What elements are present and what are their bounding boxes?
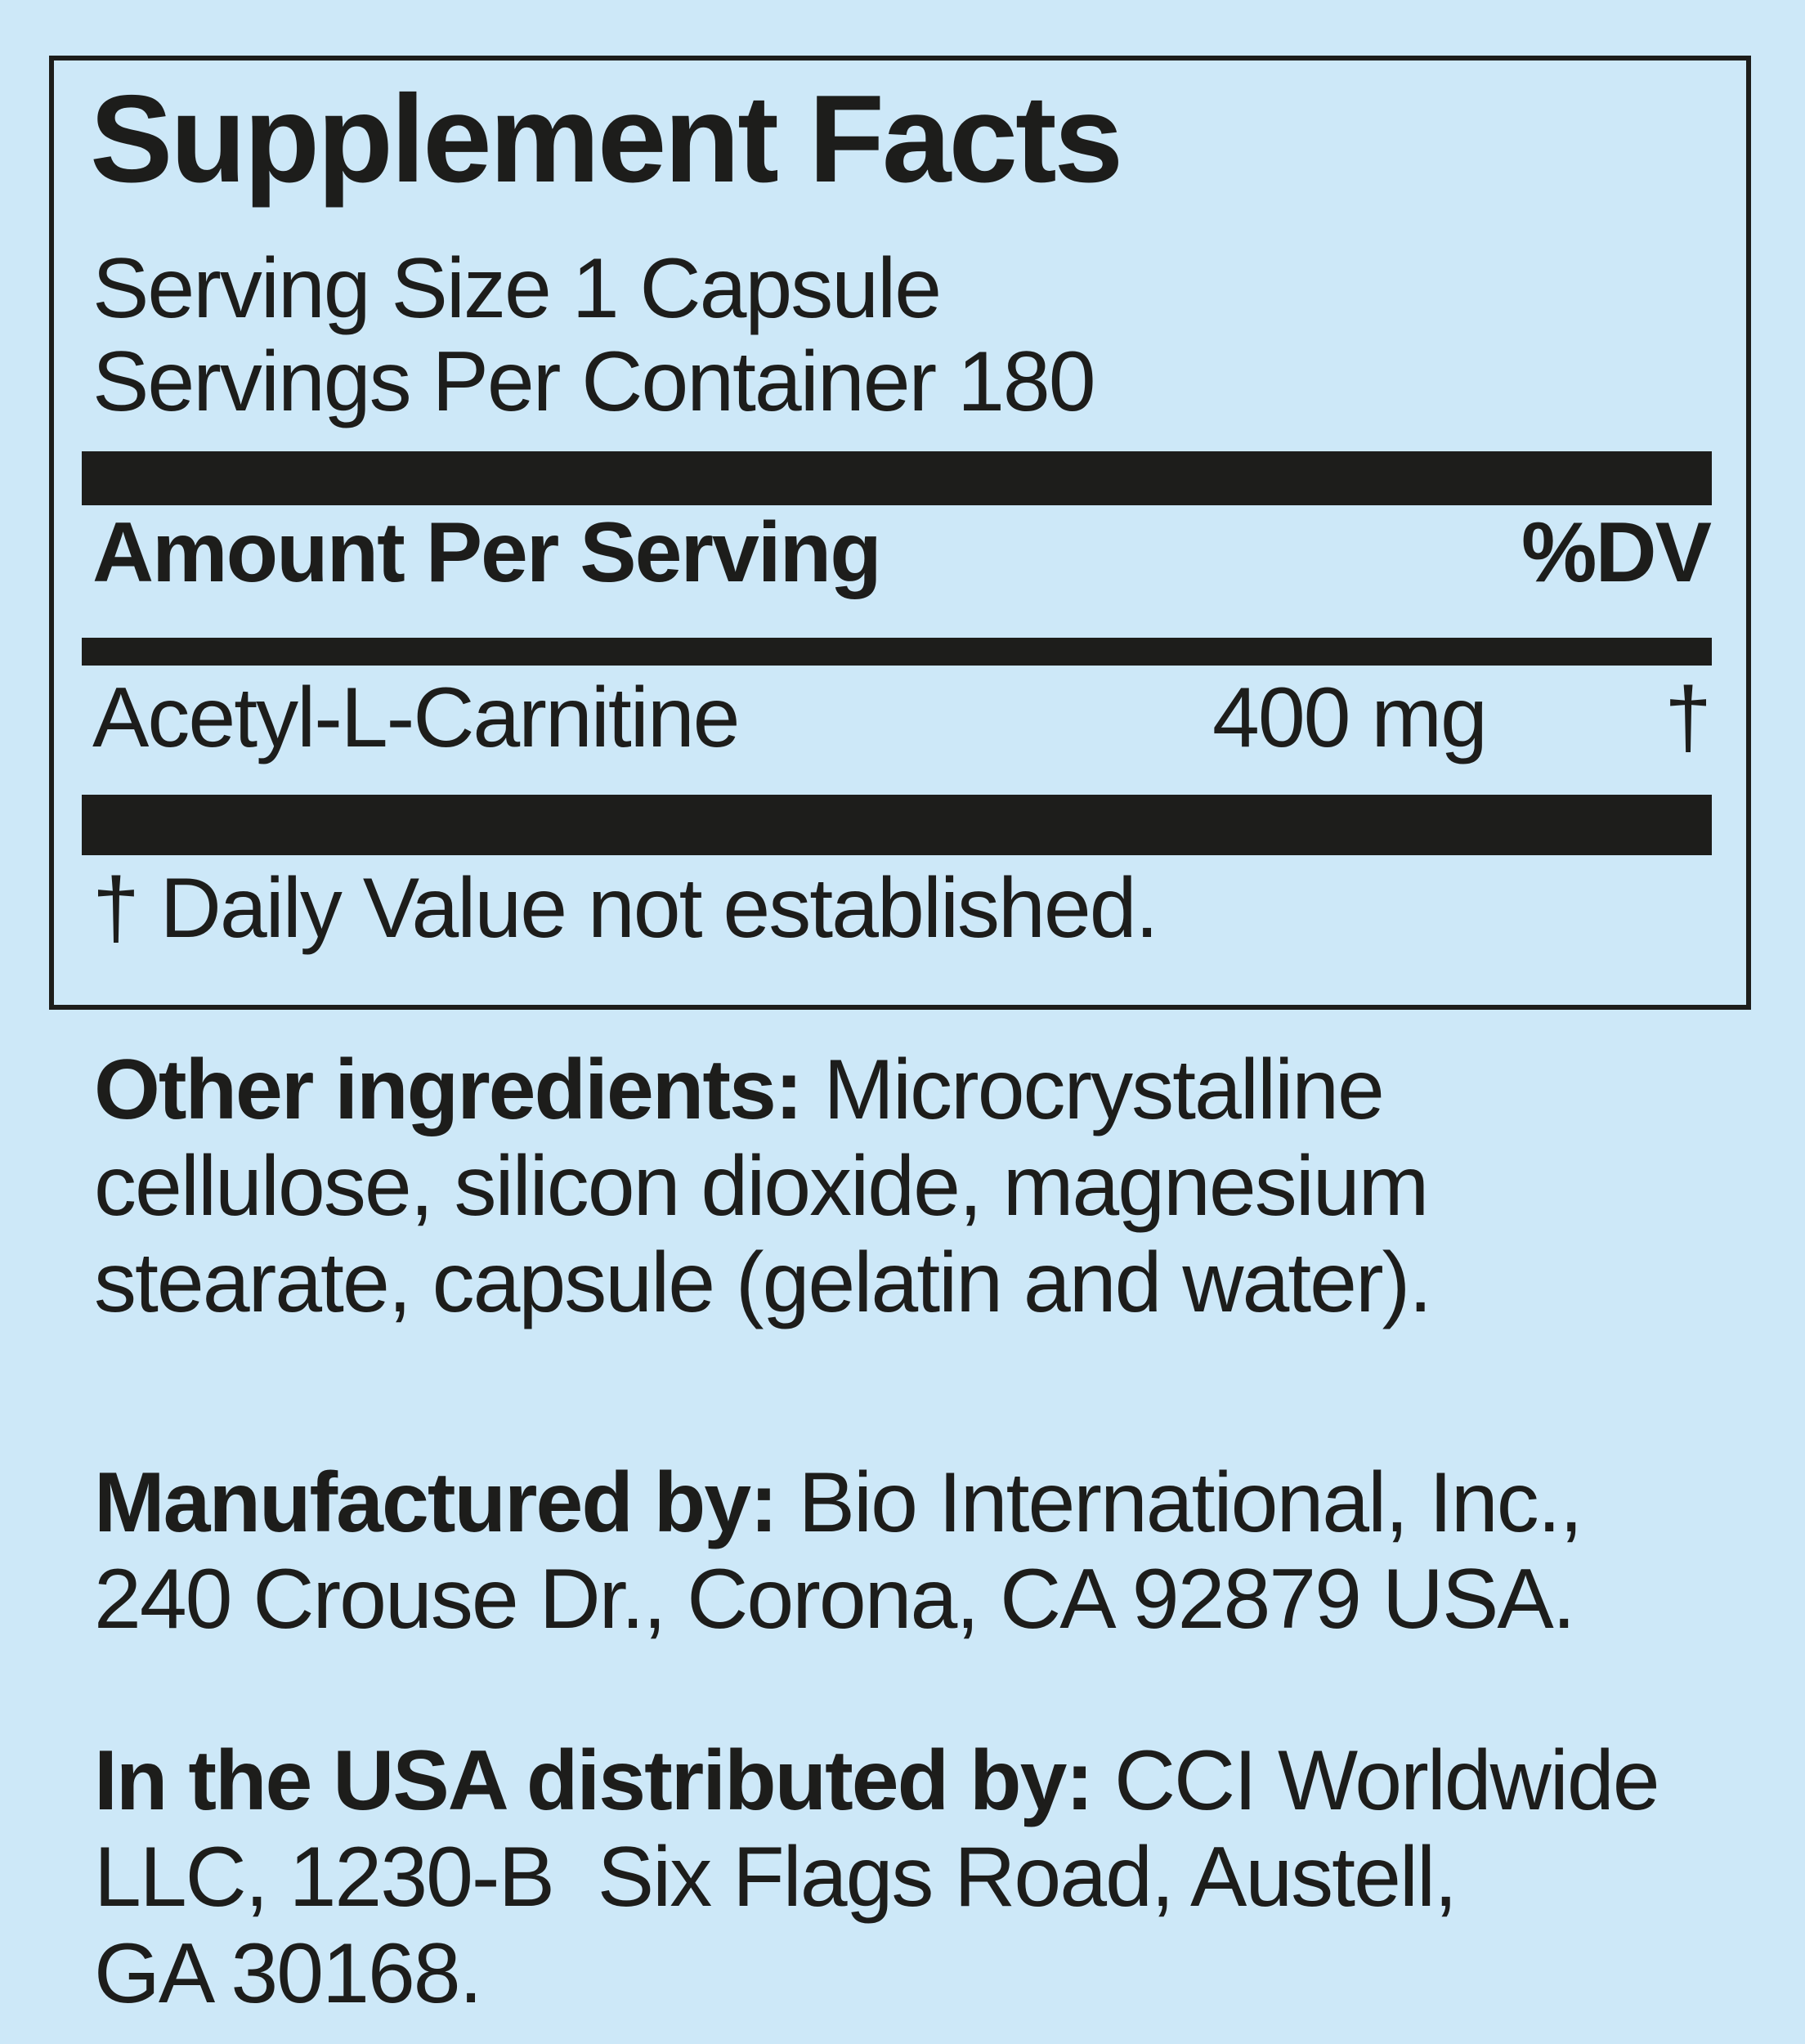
other-ingredients-line-3: stearate, capsule (gelatin and water). (94, 1235, 1432, 1330)
distributed-by-line-1: In the USA distributed by: CCI Worldwide (94, 1732, 1660, 1829)
panel-title: Supplement Facts (90, 69, 1123, 208)
divider-thick-top (82, 451, 1712, 505)
ingredient-amount: 400 mg (1212, 670, 1488, 765)
other-ingredients-paragraph: Other ingredients: Microcrystalline cell… (94, 1042, 1432, 1331)
distributed-by-line-3: GA 30168. (94, 1926, 483, 2021)
percent-dv-header: %DV (1521, 505, 1712, 600)
serving-info: Serving Size 1 Capsule Servings Per Cont… (92, 241, 1096, 429)
divider-thin (82, 638, 1712, 666)
other-ingredients-line-2: cellulose, silicon dioxide, magnesium (94, 1139, 1429, 1234)
ingredient-row: Acetyl-L-Carnitine 400 mg † (92, 670, 1712, 765)
manufactured-by-line-1: Manufactured by: Bio International, Inc.… (94, 1455, 1583, 1551)
manufactured-by-label: Manufactured by: (94, 1455, 778, 1550)
other-ingredients-line-1-rest: Microcrystalline (801, 1042, 1385, 1137)
distributed-by-line-2: LLC, 1230-B Six Flags Road, Austell, (94, 1830, 1458, 1925)
dv-footnote: † Daily Value not established. (92, 861, 1158, 956)
manufactured-by-paragraph: Manufactured by: Bio International, Inc.… (94, 1455, 1583, 1647)
servings-per-container: Servings Per Container 180 (92, 334, 1096, 429)
distributed-by-paragraph: In the USA distributed by: CCI Worldwide… (94, 1732, 1660, 2022)
other-ingredients-line-1: Other ingredients: Microcrystalline (94, 1042, 1431, 1138)
distributed-by-line-1-rest: CCI Worldwide (1092, 1733, 1660, 1828)
supplement-facts-panel: Supplement Facts Serving Size 1 Capsule … (49, 56, 1751, 1010)
serving-size: Serving Size 1 Capsule (92, 241, 942, 336)
manufactured-by-line-2: 240 Crouse Dr., Corona, CA 92879 USA. (94, 1552, 1576, 1647)
other-ingredients-label: Other ingredients: (94, 1042, 803, 1137)
manufactured-by-line-1-rest: Bio International, Inc., (776, 1455, 1583, 1550)
amount-per-serving-header: Amount Per Serving (92, 505, 882, 600)
divider-thick-bottom (82, 795, 1712, 855)
ingredient-dv-dagger: † (1664, 670, 1712, 765)
column-header-row: Amount Per Serving %DV (92, 505, 1712, 600)
distributed-by-label: In the USA distributed by: (94, 1733, 1094, 1828)
ingredient-name: Acetyl-L-Carnitine (92, 670, 741, 765)
